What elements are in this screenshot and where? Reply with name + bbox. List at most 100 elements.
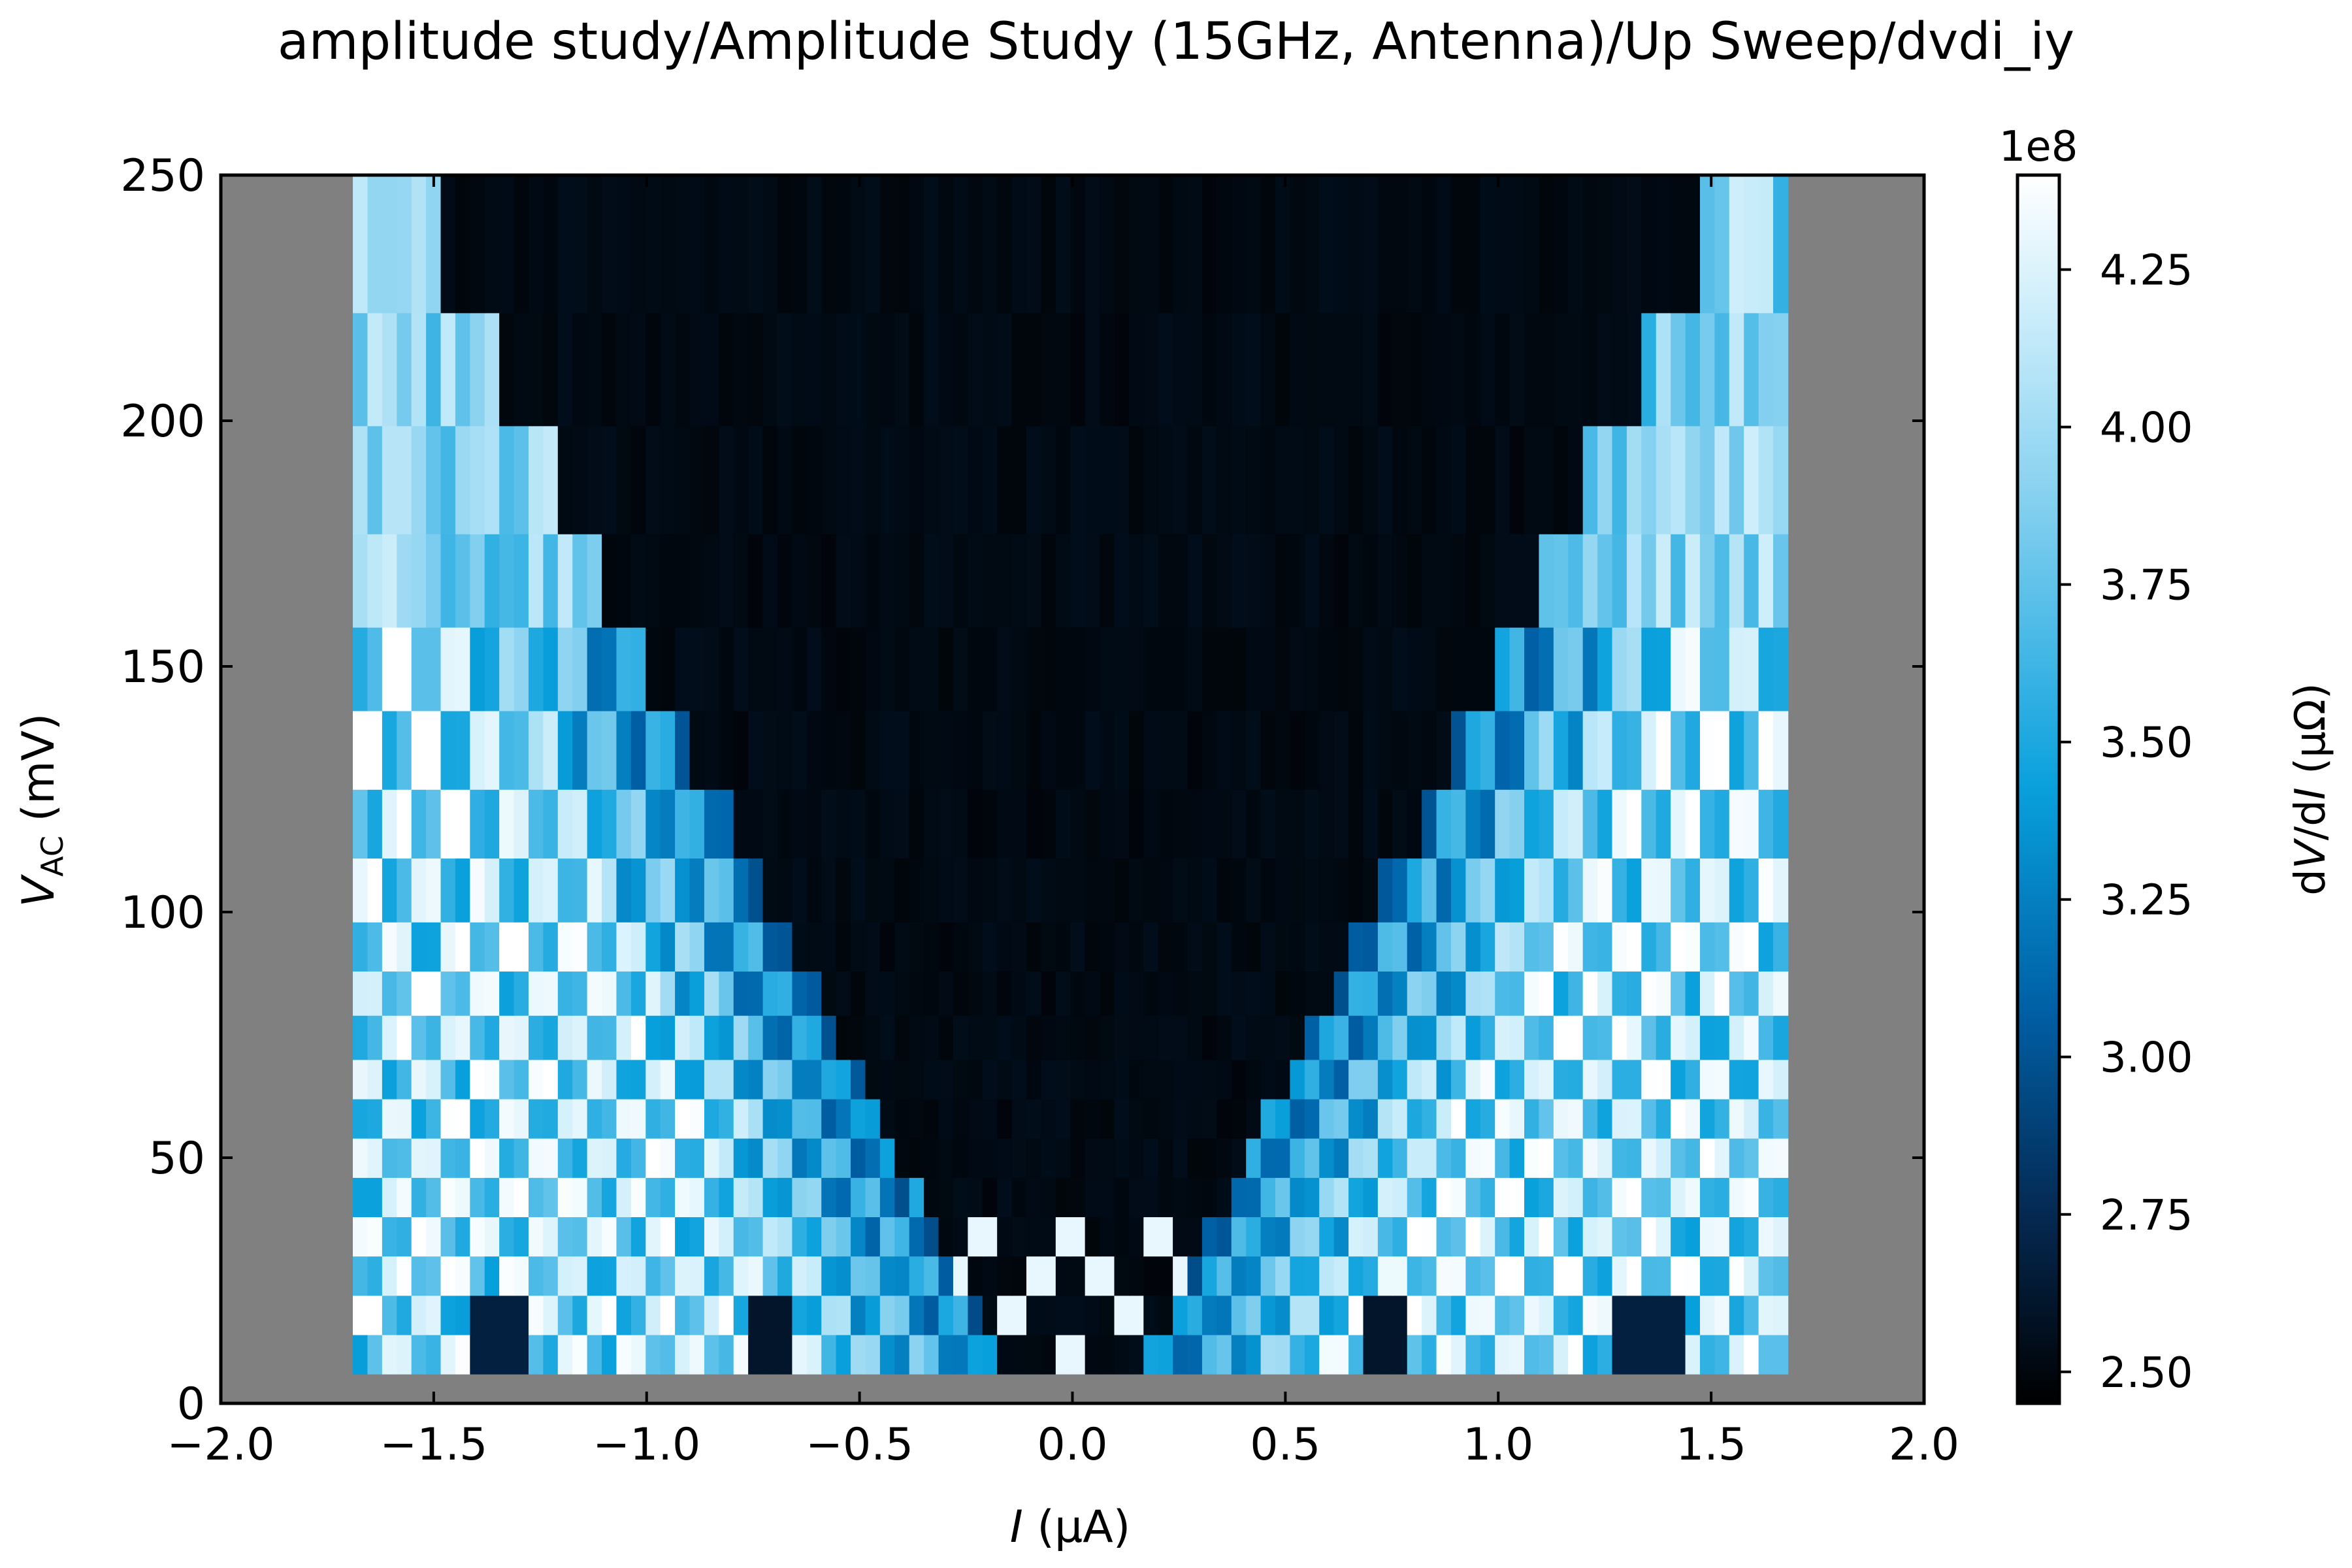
heatmap-cell: [1026, 175, 1042, 314]
heatmap-cell: [1143, 710, 1159, 790]
heatmap-cell: [1436, 1059, 1452, 1100]
heatmap-cell: [1085, 922, 1100, 972]
heatmap-cell: [455, 1177, 471, 1218]
heatmap-cell: [543, 175, 559, 314]
heatmap-cell: [792, 425, 808, 534]
heatmap-cell: [440, 425, 456, 534]
heatmap-cell: [821, 710, 837, 790]
heatmap-cell: [1671, 1217, 1686, 1257]
heatmap-cell: [1363, 425, 1379, 534]
heatmap-cell: [1173, 1217, 1188, 1257]
heatmap-cell: [1509, 1098, 1525, 1139]
heatmap-cell: [924, 312, 939, 427]
heatmap-cell: [1407, 1334, 1422, 1375]
heatmap-cell: [733, 1098, 749, 1139]
heatmap-cell: [543, 1015, 559, 1060]
heatmap-cell: [660, 425, 676, 534]
heatmap-cell: [1260, 1015, 1276, 1060]
y-tick-label: 200: [120, 396, 205, 448]
heatmap-cell: [1626, 1334, 1642, 1375]
heatmap-cell: [1158, 1177, 1173, 1218]
heatmap-cell: [1187, 789, 1203, 859]
heatmap-cell: [440, 312, 456, 427]
heatmap-cell: [1041, 971, 1056, 1016]
heatmap-cell: [1436, 1295, 1452, 1335]
heatmap-cell: [1641, 175, 1657, 314]
heatmap-cell: [924, 175, 939, 314]
heatmap-cell: [1465, 533, 1481, 628]
heatmap-cell: [1187, 922, 1203, 972]
heatmap-cell: [1450, 858, 1467, 923]
heatmap-cell: [1333, 1334, 1349, 1375]
heatmap-cell: [1217, 627, 1232, 711]
heatmap-cell: [484, 1256, 500, 1296]
heatmap-cell: [514, 789, 529, 859]
heatmap-cell: [1509, 627, 1525, 711]
heatmap-cell: [557, 789, 574, 859]
heatmap-cell: [1246, 971, 1262, 1016]
heatmap-cell: [1729, 1015, 1744, 1060]
heatmap-cell: [719, 1059, 734, 1100]
heatmap-cell: [1143, 627, 1159, 711]
heatmap-cell: [1450, 922, 1467, 972]
heatmap-cell: [528, 922, 544, 972]
heatmap-cell: [851, 1059, 866, 1100]
heatmap-cell: [894, 1295, 910, 1335]
heatmap-cell: [1187, 1059, 1203, 1100]
heatmap-cell: [762, 1098, 778, 1139]
heatmap-cell: [1085, 175, 1100, 314]
heatmap-cell: [851, 1334, 866, 1375]
heatmap-cell: [836, 533, 851, 628]
heatmap-cell: [1597, 1295, 1613, 1335]
heatmap-cell: [1070, 1334, 1086, 1375]
heatmap-cell: [968, 922, 983, 972]
heatmap-cell: [1626, 710, 1642, 790]
heatmap-cell: [367, 1295, 383, 1335]
heatmap-cell: [1070, 627, 1086, 711]
heatmap-cell: [426, 533, 442, 628]
heatmap-cell: [660, 971, 676, 1016]
heatmap-cell: [792, 710, 808, 790]
heatmap-cell: [1422, 710, 1437, 790]
heatmap-cell: [470, 858, 485, 923]
heatmap-cell: [879, 971, 896, 1016]
heatmap-cell: [1422, 312, 1437, 427]
heatmap-cell: [1377, 1217, 1394, 1257]
heatmap-cell: [909, 1217, 924, 1257]
heatmap-cell: [1450, 971, 1467, 1016]
heatmap-cell: [1026, 627, 1042, 711]
heatmap-cell: [1626, 425, 1642, 534]
heatmap-cell: [1729, 425, 1744, 534]
heatmap-cell: [968, 1295, 983, 1335]
heatmap-cell: [938, 1177, 954, 1218]
heatmap-cell: [587, 1177, 602, 1218]
heatmap-cell: [353, 1217, 368, 1257]
heatmap-cell: [1348, 789, 1364, 859]
heatmap-cell: [777, 858, 793, 923]
heatmap-cell: [1026, 425, 1042, 534]
heatmap-cell: [1143, 922, 1159, 972]
heatmap-cell: [1612, 533, 1627, 628]
heatmap-cell: [1714, 1256, 1730, 1296]
heatmap-cell: [1656, 789, 1671, 859]
heatmap-cell: [1539, 175, 1554, 314]
heatmap-cell: [704, 1334, 720, 1375]
heatmap-cell: [499, 789, 515, 859]
heatmap-cell: [938, 789, 954, 859]
heatmap-cell: [587, 1015, 602, 1060]
heatmap-cell: [1143, 1098, 1159, 1139]
heatmap-cell: [1612, 425, 1627, 534]
heatmap-cell: [484, 312, 500, 427]
heatmap-cell: [1568, 789, 1584, 859]
heatmap-cell: [1128, 533, 1145, 628]
heatmap-cell: [602, 922, 617, 972]
heatmap-cell: [1070, 1256, 1086, 1296]
heatmap-cell: [1597, 1098, 1613, 1139]
heatmap-cell: [660, 858, 676, 923]
heatmap-cell: [1158, 1137, 1173, 1178]
heatmap-cell: [1729, 971, 1744, 1016]
heatmap-cell: [1436, 312, 1452, 427]
heatmap-cell: [1085, 789, 1100, 859]
heatmap-cell: [528, 1256, 544, 1296]
heatmap-cell: [1348, 1015, 1364, 1060]
